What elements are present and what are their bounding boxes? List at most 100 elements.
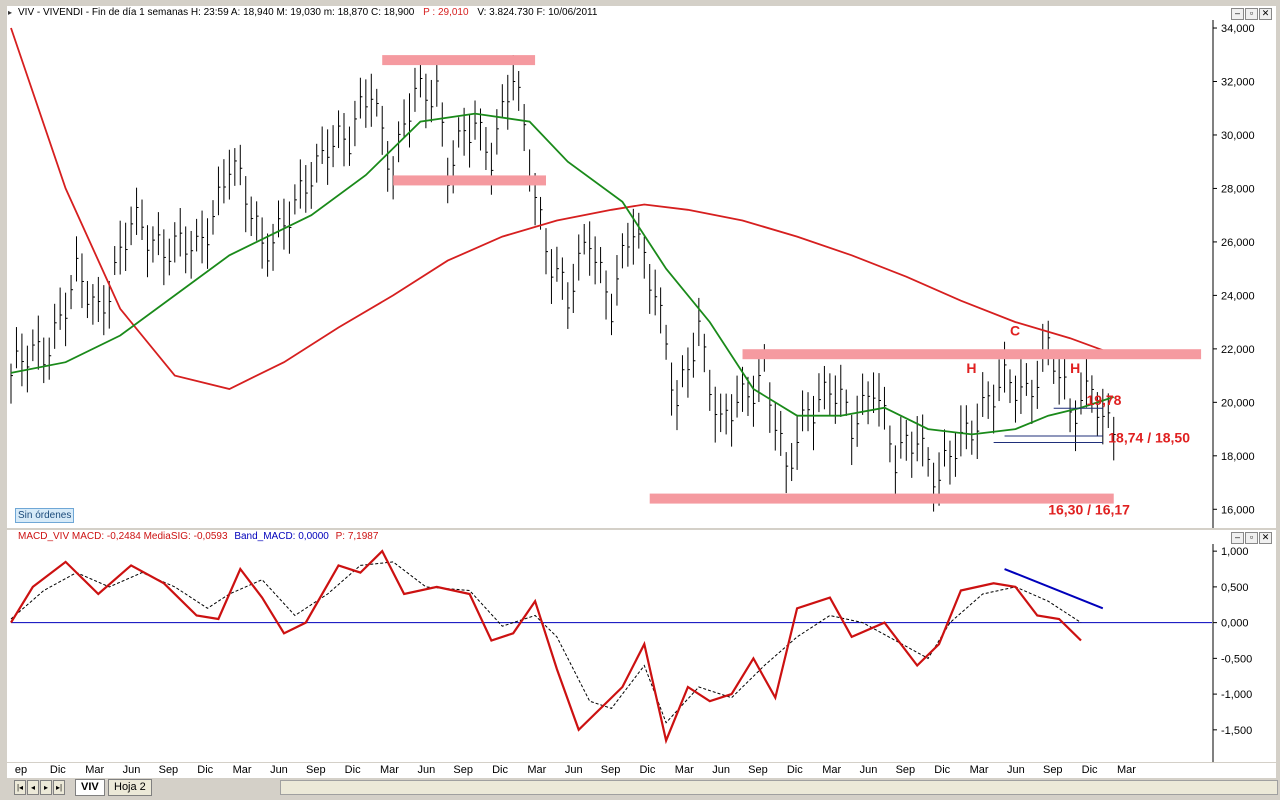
- price-bar: [1102, 388, 1105, 445]
- price-bar: [747, 376, 750, 416]
- macd-signal-line: [10, 561, 1082, 724]
- horizontal-scrollbar[interactable]: [280, 780, 1278, 795]
- price-bar: [272, 223, 276, 271]
- price-bar: [152, 226, 155, 263]
- price-bar: [862, 373, 865, 415]
- price-bar: [261, 217, 265, 269]
- price-bar: [245, 176, 248, 233]
- price-bar: [545, 228, 548, 275]
- minimize-icon[interactable]: –: [1231, 532, 1244, 544]
- price-bar: [387, 141, 390, 192]
- price-bar: [834, 375, 838, 424]
- x-tick-label: Mar: [232, 764, 252, 776]
- price-bar: [572, 263, 576, 314]
- tab-hoja-2[interactable]: Hoja 2: [108, 779, 152, 796]
- price-bar: [660, 287, 663, 334]
- price-bar: [436, 63, 439, 107]
- price-bar: [583, 223, 587, 255]
- price-bar: [643, 236, 647, 279]
- price-bar: [856, 395, 860, 447]
- price-bar: [1014, 375, 1018, 423]
- macd-line: [10, 549, 1082, 745]
- price-bar: [998, 359, 1002, 402]
- close-icon[interactable]: ✕: [1259, 532, 1272, 544]
- price-bar: [452, 140, 456, 194]
- price-bar: [474, 100, 478, 140]
- restore-icon[interactable]: ▫: [1245, 8, 1258, 20]
- x-tick-label: Dic: [49, 764, 66, 776]
- price-bar: [76, 236, 79, 282]
- close-icon[interactable]: ✕: [1259, 8, 1272, 20]
- price-bar: [933, 462, 936, 512]
- price-bar: [594, 236, 598, 285]
- price-bar: [703, 333, 707, 373]
- price-bar: [1025, 363, 1029, 396]
- x-tick-label: Dic: [197, 764, 214, 776]
- x-tick-label: Mar: [380, 764, 399, 776]
- x-tick-label: Sep: [895, 764, 916, 776]
- price-y-tick-label: 34,000: [1221, 23, 1255, 35]
- macd-y-tick-label: -1,000: [1221, 689, 1252, 701]
- x-axis: ep Dic Mar Jun Sep Dic Mar Jun Sep Dic Mar Jun Sep Di…: [7, 763, 1276, 778]
- pane-menu-arrow-icon[interactable]: ▸: [8, 8, 13, 17]
- price-bar: [316, 143, 319, 183]
- price-bar: [671, 362, 674, 416]
- price-bar: [65, 292, 68, 347]
- price-bar: [949, 440, 952, 485]
- price-bar: [321, 126, 325, 164]
- price-bar: [550, 249, 554, 304]
- price-bar: [769, 382, 772, 433]
- ma-fast-line: [10, 112, 1114, 436]
- price-bar: [48, 337, 52, 380]
- x-tick-label: Dic: [786, 764, 803, 776]
- price-bar: [348, 126, 352, 166]
- price-bar: [1020, 359, 1023, 414]
- price-bar: [889, 425, 892, 463]
- tab-viv[interactable]: VIV: [75, 779, 105, 796]
- price-bar: [627, 222, 630, 267]
- price-bar: [365, 79, 368, 128]
- price-pane-header: ▸ VIV - VIVENDI - Fin de día 1 semanas H…: [7, 6, 1276, 20]
- macd-header-values: MACD_VIV MACD: -0,2484 MediaSIG: -0,0593: [18, 531, 228, 542]
- macd-y-tick-label: -0,500: [1221, 653, 1252, 665]
- price-y-tick-label: 16,000: [1221, 504, 1255, 516]
- price-bar: [479, 108, 483, 151]
- minimize-icon[interactable]: –: [1231, 8, 1244, 20]
- macd-y-tick-label: 0,000: [1221, 618, 1249, 630]
- price-bar: [851, 414, 854, 466]
- price-bar: [621, 233, 625, 269]
- macd-header-text: MACD_VIV MACD: -0,2484 MediaSIG: -0,0593…: [18, 530, 378, 544]
- price-bar: [381, 105, 385, 155]
- price-bar: [234, 148, 237, 186]
- resistance-support-zone: [382, 55, 536, 66]
- price-bar: [59, 287, 63, 330]
- price-bar: [1009, 369, 1013, 404]
- price-bar: [616, 255, 619, 306]
- x-tick-label: Sep: [1042, 764, 1063, 776]
- price-bar: [376, 88, 379, 117]
- prev-sheet-icon[interactable]: ◂: [27, 780, 39, 795]
- first-sheet-icon[interactable]: |◂: [14, 780, 26, 795]
- price-bar: [10, 363, 13, 404]
- price-bar: [299, 159, 303, 209]
- price-bar: [971, 420, 974, 455]
- price-bar: [823, 365, 827, 410]
- price-bar: [125, 222, 128, 272]
- price-bar: [944, 429, 947, 467]
- price-y-tick-label: 24,000: [1221, 290, 1255, 302]
- price-bar: [130, 206, 134, 246]
- price-bar: [507, 74, 510, 130]
- price-pane[interactable]: 16,000 18,000 20,000 22,000 24,000 26,000 28,0…: [7, 6, 1276, 528]
- price-bar: [21, 333, 24, 387]
- restore-icon[interactable]: ▫: [1245, 532, 1258, 544]
- macd-pane[interactable]: 1,000 0,500 0,000 -0,500 -1,000 -1,500 MACD_V…: [7, 530, 1276, 762]
- next-sheet-icon[interactable]: ▸: [40, 780, 52, 795]
- last-sheet-icon[interactable]: ▸|: [53, 780, 65, 795]
- chart-annotation: H: [1070, 360, 1080, 376]
- resistance-support-zone: [742, 349, 1202, 360]
- orders-status-badge[interactable]: Sin órdenes: [15, 508, 75, 523]
- price-bar: [742, 366, 745, 412]
- price-bar: [600, 246, 603, 284]
- price-bar: [168, 238, 172, 276]
- price-bar: [731, 394, 734, 447]
